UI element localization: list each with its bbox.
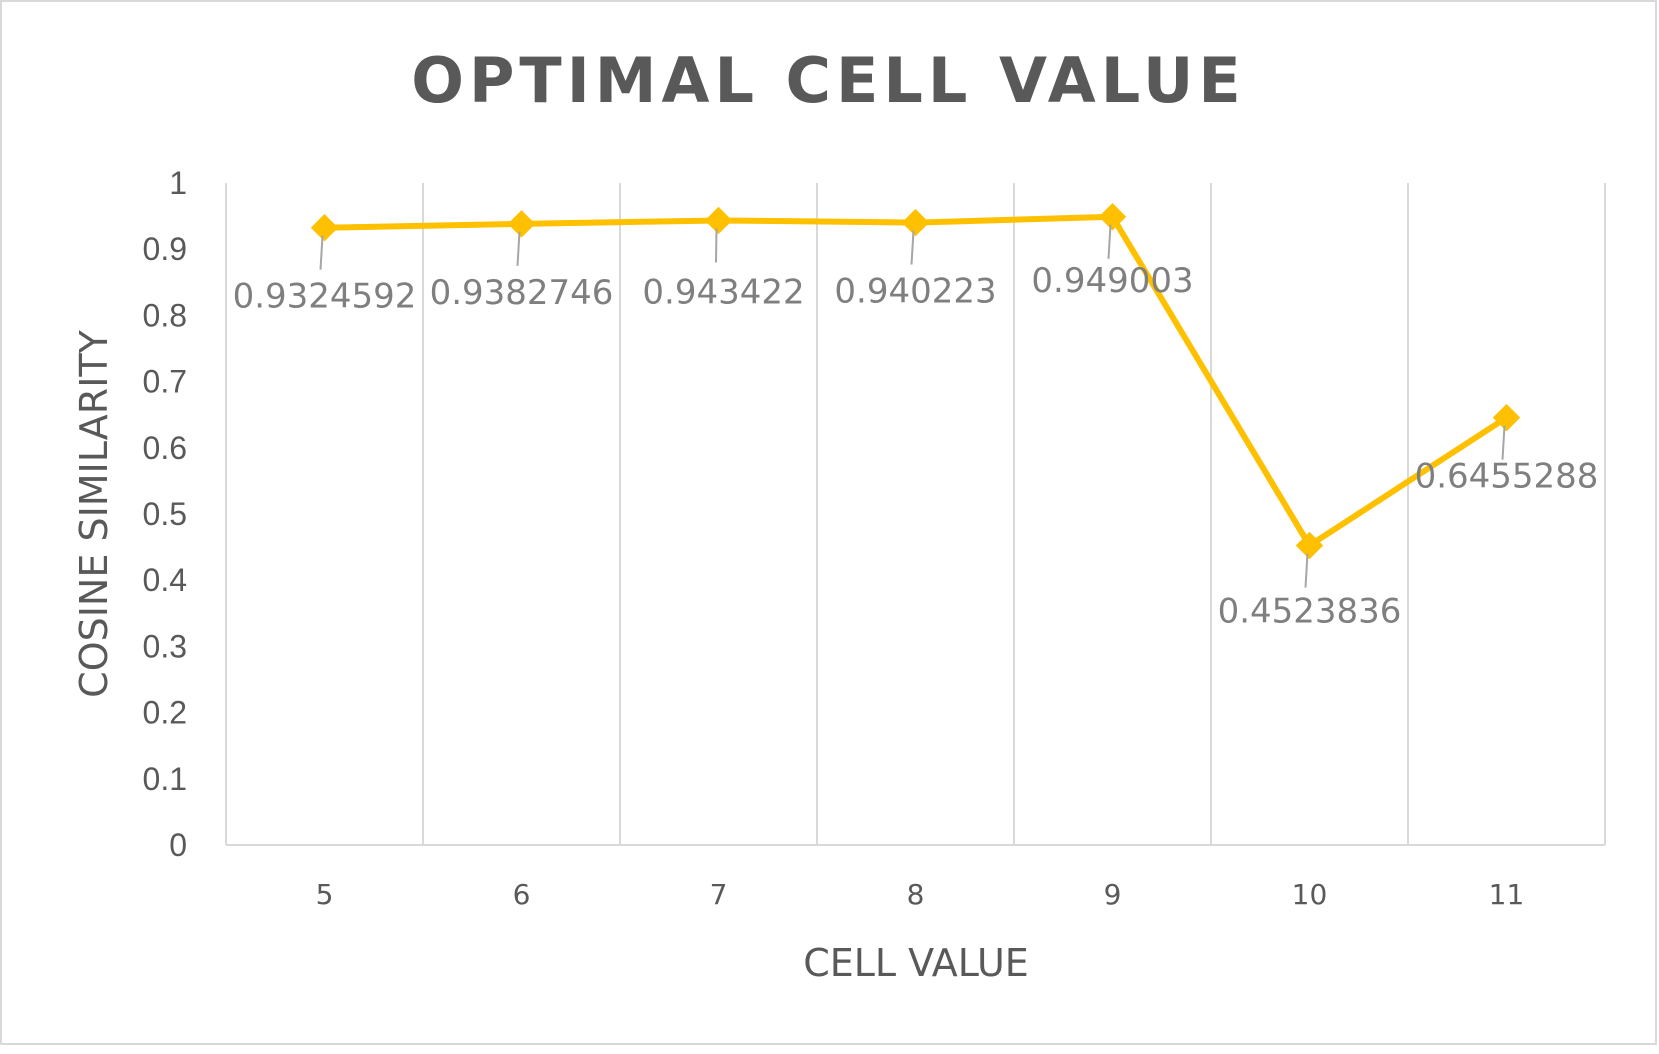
x-tick-label: 5 xyxy=(316,878,334,911)
y-axis-title: COSINE SIMILARITY xyxy=(72,329,116,697)
data-label-leader xyxy=(715,228,718,263)
y-tick-label: 0.7 xyxy=(143,364,187,400)
y-tick-label: 0.3 xyxy=(143,628,187,664)
data-point-marker xyxy=(1295,531,1324,560)
data-point-marker xyxy=(704,206,733,235)
data-point-marker xyxy=(310,214,339,242)
data-point-marker xyxy=(1492,403,1521,432)
y-tick-label: 0 xyxy=(169,827,187,863)
x-tick-label: 7 xyxy=(710,878,728,911)
data-label: 0.9382746 xyxy=(430,273,614,313)
chart-title: OPTIMAL CELL VALUE xyxy=(411,44,1246,117)
data-label: 0.943422 xyxy=(642,272,804,312)
series-line xyxy=(324,213,1509,549)
data-label: 0.6455288 xyxy=(1415,457,1599,497)
data-label-leader xyxy=(1501,425,1506,460)
y-tick-label: 0.1 xyxy=(143,761,187,797)
data-label: 0.4523836 xyxy=(1218,592,1402,632)
data-label-leader xyxy=(516,231,521,266)
y-tick-label: 0.5 xyxy=(143,496,187,532)
y-tick-label: 0.6 xyxy=(143,430,187,466)
x-axis-title: CELL VALUE xyxy=(803,941,1029,985)
x-tick-label: 9 xyxy=(1104,878,1122,911)
data-label-leader xyxy=(910,230,915,265)
data-label-leader xyxy=(319,235,324,270)
y-tick-label: 1 xyxy=(169,165,187,201)
data-label-leader xyxy=(1304,553,1309,588)
x-tick-label: 11 xyxy=(1489,878,1525,911)
data-point-marker xyxy=(901,208,930,237)
y-tick-label: 0.2 xyxy=(143,695,187,731)
y-tick-label: 0.9 xyxy=(143,231,187,267)
data-point-marker xyxy=(507,210,536,238)
data-label: 0.9324592 xyxy=(233,277,417,317)
y-tick-label: 0.4 xyxy=(143,562,187,598)
data-point-marker xyxy=(1098,203,1127,231)
x-tick-label: 10 xyxy=(1292,878,1328,911)
y-tick-label: 0.8 xyxy=(143,297,187,333)
x-tick-label: 6 xyxy=(513,878,531,911)
data-label-leader xyxy=(1107,224,1112,259)
data-label: 0.940223 xyxy=(834,272,996,312)
data-label: 0.949003 xyxy=(1031,261,1193,301)
x-tick-label: 8 xyxy=(907,878,925,911)
